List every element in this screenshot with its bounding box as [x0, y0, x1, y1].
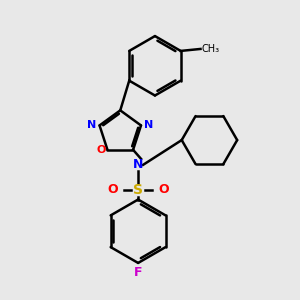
Text: N: N	[87, 120, 97, 130]
Text: N: N	[144, 120, 153, 130]
Text: CH₃: CH₃	[202, 44, 220, 54]
Text: O: O	[96, 145, 106, 155]
Text: S: S	[133, 183, 143, 196]
Text: F: F	[134, 266, 142, 279]
Text: O: O	[108, 183, 118, 196]
Text: O: O	[158, 183, 169, 196]
Text: N: N	[133, 158, 143, 171]
